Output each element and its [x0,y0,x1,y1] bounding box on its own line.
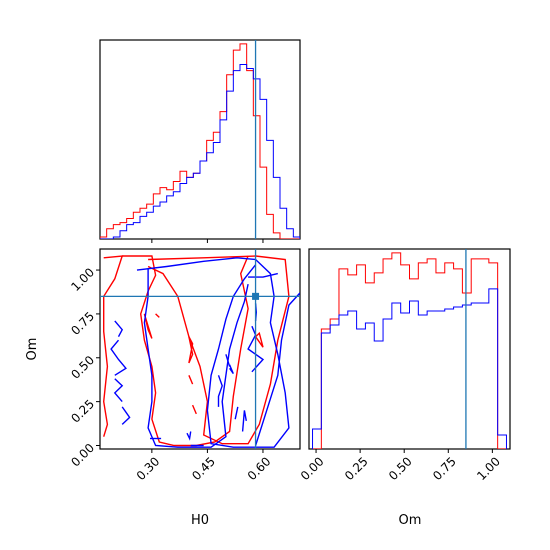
contour-blue-7 [113,378,124,403]
contour-blue-10 [241,410,247,432]
contour-red-2 [102,255,124,437]
om-hist-frame [308,248,511,450]
h0-hist-panel [99,39,301,243]
contour-ytick-label: 0.25 [68,397,97,426]
om-axis-label: Om [399,513,422,528]
om-hist-xtick-label: 0.75 [430,454,459,483]
contour-blue-12 [186,431,192,441]
h0-hist-xticks [151,239,264,243]
om-hist-xtick-label: 1.00 [474,454,503,483]
contour-blue-4 [217,375,223,407]
om-hist-content [312,249,507,449]
contour-blue-3 [247,325,265,373]
contour-red-6 [188,375,194,385]
contour-red-8 [255,331,264,348]
contour-ytick-label: 0.50 [68,353,97,382]
contour-blue-6 [110,339,127,376]
contour-red-4 [155,313,160,318]
h0-hist-series-blue [100,63,300,239]
contour-blue-0 [136,257,290,448]
contour-blue-13 [234,406,239,420]
h0-axis-label: H0 [191,513,209,528]
om-hist-series-red [312,252,507,449]
contour-red-5 [188,336,194,364]
contour-red-0 [147,255,290,445]
om-y-axis-label: Om [25,338,40,361]
contour-truth-marker [252,292,260,300]
contour-yticks: 0.00 0.25 0.50 0.75 1.00 [68,265,100,469]
contour-xtick-label: 0.30 [134,454,163,483]
om-hist-xtick-label: 0.00 [298,454,327,483]
om-hist-xtick-label: 0.50 [386,454,415,483]
contour-blue-1 [143,268,249,448]
om-hist-panel: 0.00 0.25 0.50 0.75 1.00 Om [298,248,511,528]
contour-ytick-label: 1.00 [68,265,97,294]
contour-blue-2 [254,292,300,446]
h0-hist-frame [99,39,301,240]
contour-content [100,249,300,449]
om-hist-xtick-label: 0.25 [342,454,371,483]
h0-hist-content [100,40,300,239]
om-hist-series-blue [312,288,507,449]
contour-frame [99,248,301,450]
contour-xticks: 0.30 0.45 0.60 [134,449,274,483]
contour-xtick-label: 0.60 [245,454,274,483]
h0-om-contour-panel: 0.30 0.45 0.60 0.00 0.25 0.50 0.75 1.00 H0 Om [25,248,301,528]
contour-ytick-label: 0.75 [68,309,97,338]
h0-hist-series-red [100,43,300,239]
contour-red-3 [143,313,153,339]
contour-blue-9 [114,320,124,338]
contour-blue-11 [228,364,234,375]
om-hist-xticks: 0.00 0.25 0.50 0.75 1.00 [298,449,503,483]
contour-blue-17 [248,272,278,278]
contour-ytick-label: 0.00 [68,441,97,470]
contour-xtick-label: 0.45 [189,454,218,483]
contour-red-7 [191,404,197,415]
contour-blue-8 [121,406,131,425]
